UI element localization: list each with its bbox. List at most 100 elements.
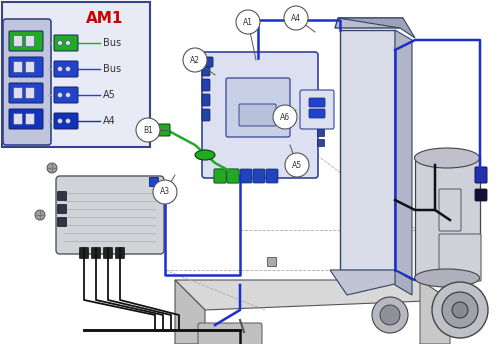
FancyBboxPatch shape: [54, 113, 78, 129]
Circle shape: [58, 41, 62, 45]
Circle shape: [285, 153, 309, 177]
FancyBboxPatch shape: [9, 31, 43, 51]
Circle shape: [452, 302, 468, 318]
FancyBboxPatch shape: [202, 52, 318, 178]
Text: Bus: Bus: [103, 38, 121, 48]
FancyBboxPatch shape: [202, 94, 210, 106]
Text: A4: A4: [291, 13, 301, 22]
Circle shape: [47, 163, 57, 173]
FancyBboxPatch shape: [9, 83, 43, 103]
Text: B1: B1: [143, 126, 153, 135]
FancyBboxPatch shape: [56, 176, 164, 254]
Circle shape: [58, 93, 62, 97]
FancyBboxPatch shape: [439, 189, 461, 231]
Polygon shape: [395, 270, 412, 295]
FancyBboxPatch shape: [26, 87, 35, 98]
Circle shape: [136, 118, 160, 142]
Ellipse shape: [195, 150, 215, 160]
FancyBboxPatch shape: [14, 62, 22, 73]
FancyBboxPatch shape: [58, 204, 66, 214]
FancyBboxPatch shape: [104, 247, 112, 258]
FancyBboxPatch shape: [80, 247, 88, 258]
Polygon shape: [415, 155, 480, 280]
Circle shape: [66, 41, 70, 45]
FancyBboxPatch shape: [227, 169, 239, 183]
FancyBboxPatch shape: [58, 192, 66, 201]
Polygon shape: [175, 280, 205, 344]
FancyBboxPatch shape: [2, 2, 150, 147]
Polygon shape: [340, 30, 395, 270]
Polygon shape: [175, 280, 450, 310]
FancyBboxPatch shape: [202, 79, 210, 91]
FancyBboxPatch shape: [268, 258, 276, 267]
FancyBboxPatch shape: [214, 169, 226, 183]
Text: A2: A2: [190, 55, 200, 65]
FancyBboxPatch shape: [3, 19, 51, 145]
Circle shape: [66, 118, 70, 123]
Polygon shape: [420, 280, 450, 344]
Circle shape: [372, 297, 408, 333]
FancyBboxPatch shape: [9, 109, 43, 129]
Text: A4: A4: [103, 116, 116, 126]
Circle shape: [66, 66, 70, 72]
Circle shape: [58, 118, 62, 123]
Circle shape: [153, 180, 177, 204]
Text: A3: A3: [160, 187, 170, 196]
FancyBboxPatch shape: [14, 114, 22, 125]
Circle shape: [380, 305, 400, 325]
Text: A5: A5: [292, 161, 302, 170]
Circle shape: [432, 282, 488, 338]
FancyBboxPatch shape: [239, 104, 276, 126]
FancyBboxPatch shape: [309, 98, 325, 107]
FancyBboxPatch shape: [54, 61, 78, 77]
Polygon shape: [330, 270, 412, 295]
FancyBboxPatch shape: [14, 87, 22, 98]
Text: A6: A6: [280, 112, 290, 121]
FancyBboxPatch shape: [318, 140, 324, 147]
FancyBboxPatch shape: [198, 323, 262, 344]
FancyBboxPatch shape: [240, 169, 252, 183]
Text: Bus: Bus: [103, 64, 121, 74]
Polygon shape: [338, 18, 415, 38]
FancyBboxPatch shape: [26, 35, 35, 46]
FancyBboxPatch shape: [116, 247, 124, 258]
Text: AM1: AM1: [86, 11, 124, 25]
Circle shape: [284, 6, 308, 30]
Circle shape: [58, 66, 62, 72]
FancyBboxPatch shape: [202, 109, 210, 121]
FancyBboxPatch shape: [9, 57, 43, 77]
FancyBboxPatch shape: [226, 78, 290, 137]
Text: A1: A1: [243, 18, 253, 26]
Circle shape: [183, 48, 207, 72]
FancyBboxPatch shape: [152, 124, 170, 136]
Polygon shape: [395, 30, 412, 280]
FancyBboxPatch shape: [439, 234, 481, 281]
Circle shape: [273, 105, 297, 129]
FancyBboxPatch shape: [26, 114, 35, 125]
FancyBboxPatch shape: [253, 169, 265, 183]
FancyBboxPatch shape: [300, 90, 334, 129]
FancyBboxPatch shape: [150, 178, 158, 186]
FancyBboxPatch shape: [92, 247, 100, 258]
Ellipse shape: [414, 148, 480, 168]
FancyBboxPatch shape: [54, 35, 78, 51]
FancyBboxPatch shape: [214, 169, 226, 183]
Polygon shape: [335, 18, 403, 28]
FancyBboxPatch shape: [475, 189, 487, 201]
FancyBboxPatch shape: [266, 169, 278, 183]
Circle shape: [66, 93, 70, 97]
Ellipse shape: [414, 269, 480, 287]
FancyBboxPatch shape: [227, 169, 239, 183]
FancyBboxPatch shape: [318, 129, 324, 137]
FancyBboxPatch shape: [475, 167, 487, 183]
Text: A5: A5: [103, 90, 116, 100]
FancyBboxPatch shape: [202, 64, 210, 76]
FancyBboxPatch shape: [199, 57, 213, 67]
FancyBboxPatch shape: [54, 87, 78, 103]
FancyBboxPatch shape: [26, 62, 35, 73]
FancyBboxPatch shape: [309, 109, 325, 118]
Circle shape: [35, 210, 45, 220]
Circle shape: [236, 10, 260, 34]
FancyBboxPatch shape: [14, 35, 22, 46]
FancyBboxPatch shape: [58, 217, 66, 226]
